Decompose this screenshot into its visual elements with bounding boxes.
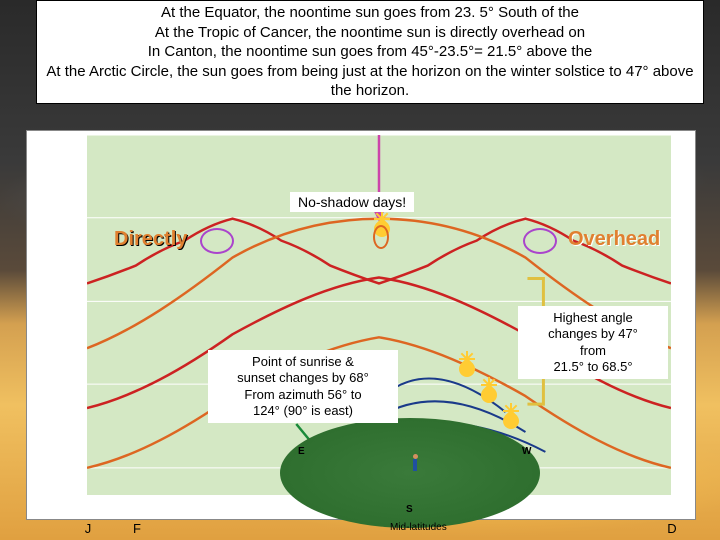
compass-w: W [522, 446, 531, 457]
sun-icon [371, 218, 393, 240]
xtick-J: J [85, 521, 92, 536]
highest-l1: Highest angle [526, 310, 660, 326]
sunrise-box: Point of sunrise & sunset changes by 68°… [208, 350, 398, 423]
directly-text: Directly [114, 228, 187, 251]
sunrise-l4: 124° (90° is east) [216, 403, 390, 419]
y-axis: Angle above Horizon [27, 135, 87, 495]
highest-box: Highest angle changes by 47° from 21.5° … [518, 306, 668, 379]
compass-e: E [298, 446, 305, 457]
highest-l2: changes by 47° [526, 326, 660, 342]
top-line-3: In Canton, the noontime sun goes from 45… [43, 42, 697, 62]
sunrise-l3: From azimuth 56° to [216, 387, 390, 403]
no-shadow-label: No-shadow days! [290, 192, 414, 212]
sunrise-l2: sunset changes by 68° [216, 370, 390, 386]
highest-l4: 21.5° to 68.5° [526, 359, 660, 375]
top-text-box: At the Equator, the noontime sun goes fr… [36, 0, 704, 104]
xtick-D: D [667, 521, 676, 536]
sunrise-l1: Point of sunrise & [216, 354, 390, 370]
mid-latitudes-label: Mid-latitudes [390, 522, 447, 533]
top-line-4: At the Arctic Circle, the sun goes from … [43, 62, 697, 101]
overhead-text: Overhead [568, 228, 660, 251]
xtick-F: F [133, 521, 141, 536]
sun-icon [500, 410, 522, 432]
sun-icon [456, 358, 478, 380]
top-line-2: At the Tropic of Cancer, the noontime su… [43, 23, 697, 43]
top-line-1: At the Equator, the noontime sun goes fr… [43, 3, 697, 23]
person-icon [410, 454, 420, 472]
highest-l3: from [526, 343, 660, 359]
sun-icon [478, 384, 500, 406]
compass-s: S [406, 504, 413, 515]
